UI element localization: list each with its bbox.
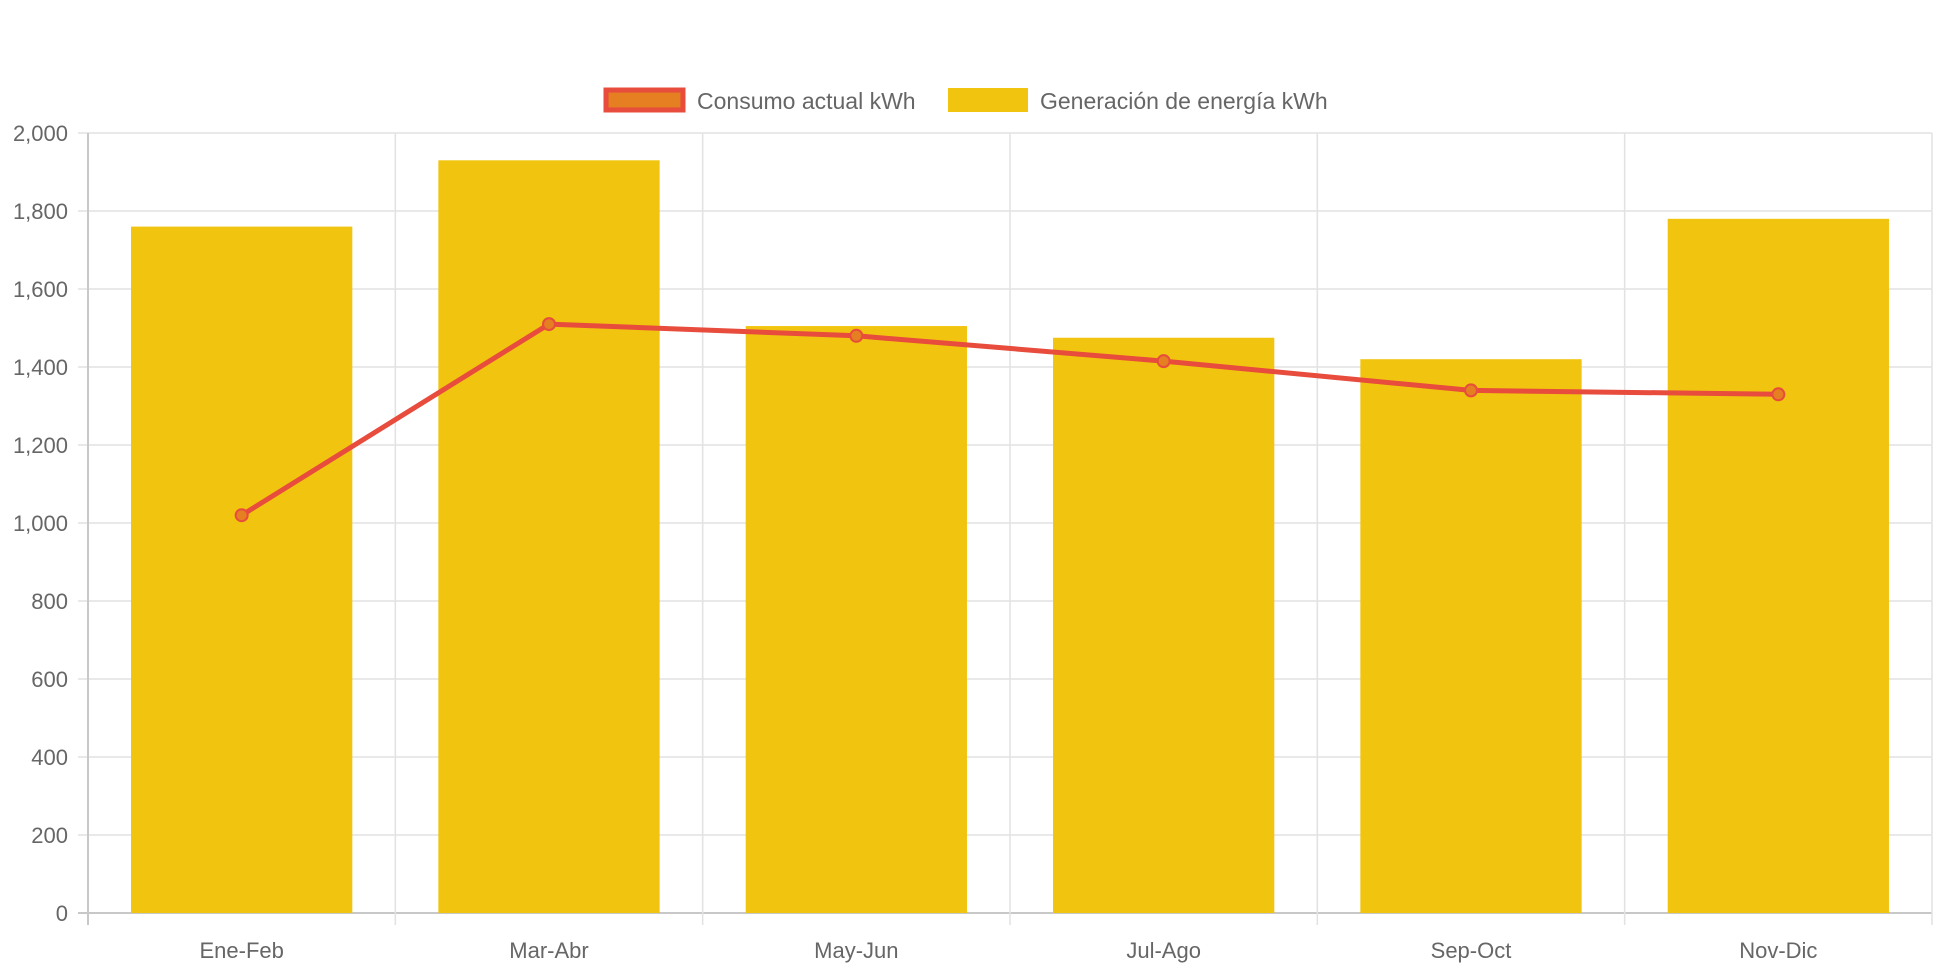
bar-ene-feb (131, 226, 353, 914)
line-point-jul-ago (1156, 354, 1171, 369)
bar-sep-oct (1360, 359, 1582, 913)
line-point-ene-feb (234, 508, 249, 523)
bar-series (131, 160, 1889, 914)
y-tick-label: 0 (56, 901, 68, 926)
x-tick-label: May-Jun (814, 938, 898, 963)
bar-may-jun (745, 326, 967, 913)
legend-label: Consumo actual kWh (697, 88, 916, 114)
line-point-nov-dic (1771, 387, 1786, 402)
x-tick-label: Sep-Oct (1431, 938, 1512, 963)
y-tick-label: 1,200 (13, 433, 68, 458)
y-tick-label: 1,800 (13, 199, 68, 224)
y-tick-label: 200 (31, 823, 68, 848)
y-tick-label: 1,400 (13, 355, 68, 380)
legend-swatch (603, 87, 686, 113)
y-tick-label: 600 (31, 667, 68, 692)
line-series (234, 317, 1786, 523)
y-tick-label: 2,000 (13, 121, 68, 146)
line-point-mar-abr (542, 317, 556, 332)
y-tick-label: 1,600 (13, 277, 68, 302)
line-point-sep-oct (1464, 383, 1478, 398)
y-tick-label: 400 (31, 745, 68, 770)
y-tick-label: 1,000 (13, 511, 68, 536)
y-tick-label: 800 (31, 589, 68, 614)
line-point-may-jun (849, 328, 864, 343)
legend-label: Generación de energía kWh (1040, 88, 1328, 114)
legend-swatch (948, 88, 1028, 112)
legend-item: Consumo actual kWh (603, 87, 916, 114)
x-axis: Ene-Feb Mar-Abr May-Jun Jul-Ago Sep-Oct Nov-D… (199, 938, 1817, 963)
chart-grid (78, 132, 1933, 925)
x-tick-label: Nov-Dic (1739, 938, 1817, 963)
y-axis: 0 200 400 600 800 1,000 1,200 1,400 1,600 1,800 2,… (13, 121, 68, 926)
consumption-line (240, 321, 1779, 518)
x-tick-label: Ene-Feb (199, 938, 283, 963)
legend: Consumo actual kWh Generación de energía … (603, 87, 1328, 114)
bar-nov-dic (1667, 218, 1889, 914)
legend-item: Generación de energía kWh (948, 88, 1328, 114)
x-tick-label: Mar-Abr (509, 938, 588, 963)
bar-mar-abr (438, 160, 660, 914)
bar-jul-ago (1053, 337, 1275, 913)
x-tick-label: Jul-Ago (1126, 938, 1201, 963)
